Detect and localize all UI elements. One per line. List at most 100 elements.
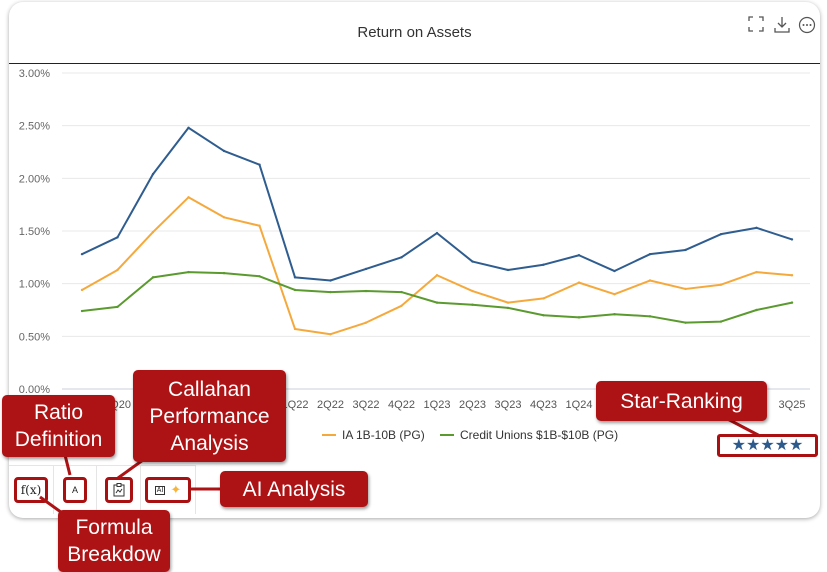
data-point (151, 276, 155, 279)
data-point (116, 236, 119, 239)
x-tick-label: 4Q22 (388, 399, 415, 411)
data-point (80, 309, 84, 313)
data-point (400, 304, 403, 307)
series-line-2 (81, 196, 793, 336)
data-point (542, 263, 545, 266)
data-point (329, 279, 332, 282)
data-point (471, 289, 474, 293)
data-point (258, 275, 261, 278)
expand-icon[interactable] (747, 16, 765, 34)
data-point (80, 288, 84, 292)
data-point (364, 321, 368, 324)
legend-label: Credit Unions $1B-$10B (PG) (460, 428, 619, 442)
data-point (506, 301, 510, 304)
data-point (80, 252, 84, 256)
data-point (648, 279, 652, 282)
data-point (506, 268, 510, 272)
data-point (577, 316, 581, 319)
data-point (648, 315, 652, 318)
star-ranking[interactable]: ★★★★★ (717, 434, 818, 457)
series-line-3 (81, 271, 793, 324)
x-tick-label: 1Q22 (282, 399, 309, 411)
data-point (755, 270, 758, 274)
data-point (258, 163, 261, 166)
x-tick-label: 2Q23 (459, 399, 486, 411)
data-point (435, 274, 439, 277)
formula-breakdown-button[interactable]: f(x) (9, 466, 54, 514)
legend-item-series-2[interactable]: IA 1B-10B (PG) (322, 428, 425, 442)
header-divider (9, 63, 820, 64)
chart-title: Return on Assets (357, 24, 472, 41)
ratio-definition-button[interactable]: A (54, 466, 97, 514)
data-point (151, 172, 155, 176)
ai-analysis-button[interactable]: AI ✦ (141, 466, 196, 514)
x-tick-label: 4Q23 (530, 399, 557, 411)
callahan-analysis-button[interactable] (97, 466, 141, 514)
callout-star-ranking: Star-Ranking (596, 381, 767, 421)
y-tick-label: 1.00% (19, 279, 50, 291)
data-point (187, 196, 190, 199)
data-point (719, 232, 723, 236)
callout-callahan-performance-analysis: Callahan Performance Analysis (133, 370, 286, 462)
data-point (435, 301, 439, 304)
ai-chip-icon: AI (154, 485, 166, 495)
y-tick-label: 2.00% (19, 173, 50, 185)
data-point (648, 252, 652, 256)
data-point (790, 274, 794, 277)
legend-item-series-3[interactable]: Credit Unions $1B-$10B (PG) (440, 428, 618, 442)
data-point (293, 276, 297, 279)
x-tick-label: 3Q22 (353, 399, 380, 411)
data-point (293, 288, 297, 292)
data-point (613, 313, 616, 316)
data-point (222, 271, 226, 275)
y-tick-label: 0.50% (19, 331, 50, 343)
data-point (719, 320, 723, 323)
data-point (435, 231, 439, 235)
data-point (684, 287, 687, 291)
data-point (258, 224, 261, 227)
data-point (364, 289, 368, 293)
legend-label: IA 1B-10B (PG) (342, 428, 425, 442)
x-tick-label: 1Q24 (566, 399, 593, 411)
data-point (577, 254, 581, 257)
data-point (755, 308, 758, 312)
data-point (577, 281, 581, 284)
data-point (222, 216, 226, 219)
book-icon: A (63, 477, 87, 503)
callout-formula-breakdown: Formula Breakdow (58, 510, 170, 572)
data-point (400, 290, 403, 294)
chart-toolbar: f(x) A AI ✦ (9, 465, 196, 514)
callout-ai-analysis: AI Analysis (220, 471, 368, 507)
data-point (329, 290, 332, 294)
x-tick-label: 3Q23 (495, 399, 522, 411)
data-point (116, 268, 119, 272)
data-point (151, 230, 155, 234)
x-tick-label: 1Q23 (424, 399, 451, 411)
sparkle-icon: ✦ (170, 482, 182, 497)
data-point (790, 238, 794, 241)
data-point (471, 260, 474, 263)
data-point (790, 301, 794, 304)
data-point (400, 256, 403, 259)
data-point (471, 303, 474, 306)
data-point (755, 226, 758, 230)
series-line-1 (81, 126, 793, 282)
data-point (364, 267, 368, 271)
clipboard-chart-icon (104, 477, 133, 503)
data-point (684, 321, 687, 324)
more-icon[interactable] (798, 16, 816, 34)
data-point (542, 297, 545, 300)
y-tick-label: 1.50% (19, 226, 50, 238)
data-point (613, 293, 616, 296)
download-icon[interactable] (773, 16, 791, 34)
y-tick-label: 3.00% (19, 68, 50, 80)
data-point (293, 327, 297, 331)
data-point (187, 270, 190, 274)
data-point (329, 333, 332, 336)
y-tick-label: 0.00% (19, 384, 50, 396)
x-tick-label: 3Q25 (779, 399, 806, 411)
legend-swatch (440, 434, 454, 436)
data-point (684, 248, 687, 252)
data-point (613, 269, 616, 273)
y-tick-label: 2.50% (19, 121, 50, 133)
